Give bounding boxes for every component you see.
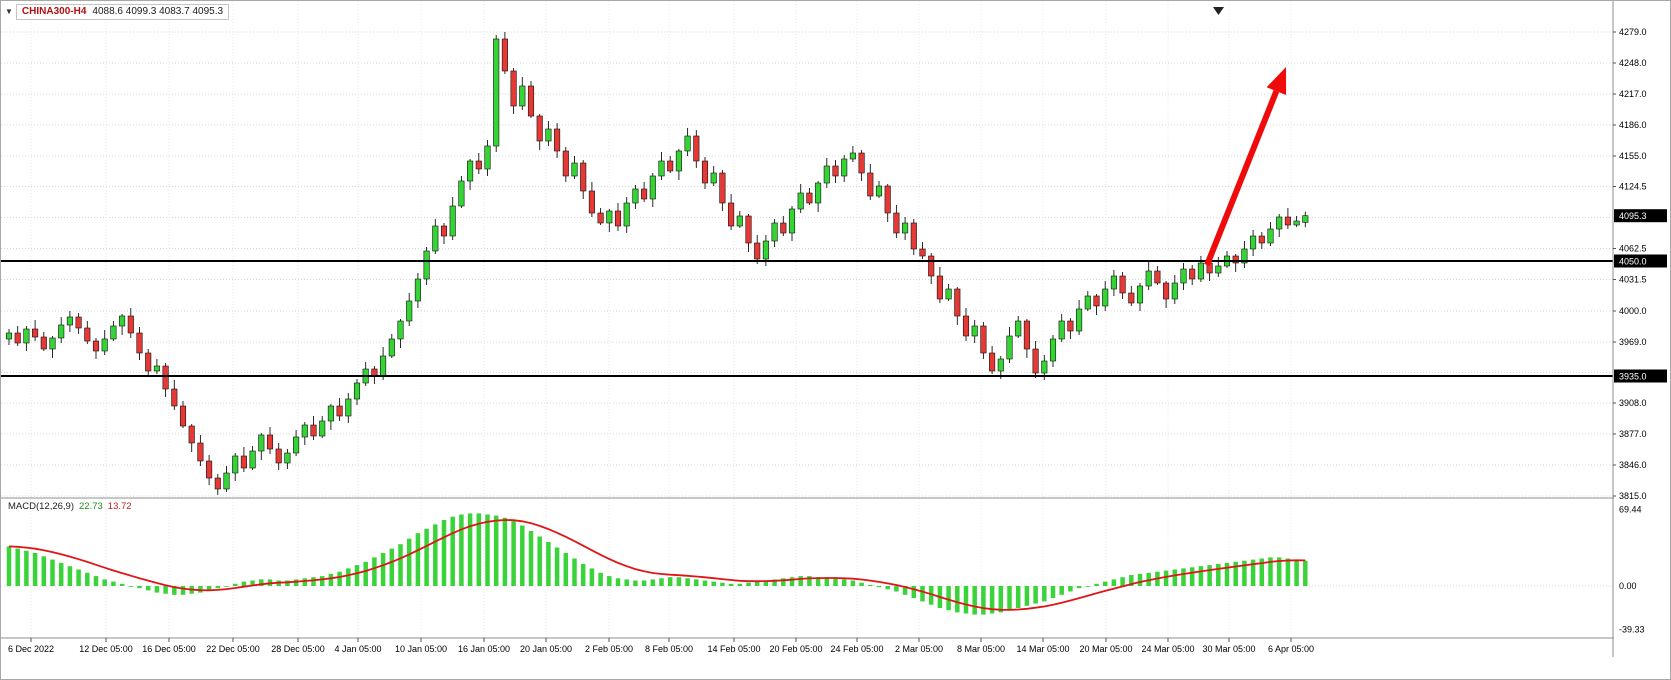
price-axis[interactable]: 4279.0 4248.0 4217.0 4186.0 4155.0 4124.5 4062…: [1613, 27, 1647, 634]
time-axis-label: 8 Mar 05:00: [957, 644, 1005, 654]
price-axis-label: 4000.0: [1619, 306, 1647, 316]
price-axis-bg: [1614, 1, 1670, 657]
time-axis-label: 10 Jan 05:00: [395, 644, 447, 654]
price-gridlines: [1, 31, 1613, 497]
time-axis-label: 2 Mar 05:00: [895, 644, 943, 654]
price-axis-label: 4031.5: [1619, 275, 1647, 285]
candles: [5, 32, 1309, 495]
macd-axis-label: -39.33: [1619, 624, 1645, 634]
price-axis-label: 3969.0: [1619, 337, 1647, 347]
price-axis-label: 4217.0: [1619, 89, 1647, 99]
chart-shift-marker-icon[interactable]: [1213, 7, 1224, 15]
time-axis-label: 24 Feb 05:00: [830, 644, 883, 654]
svg-text:4095.3: 4095.3: [1619, 211, 1647, 221]
time-axis-label: 14 Mar 05:00: [1016, 644, 1069, 654]
time-axis-label: 6 Dec 2022: [8, 644, 54, 654]
macd-axis-label: 0.00: [1619, 581, 1637, 591]
resistance-line-tag: 4050.0: [1614, 254, 1667, 268]
time-axis-label: 4 Jan 05:00: [334, 644, 381, 654]
one-click-expand-icon[interactable]: ▼: [5, 7, 13, 16]
symbol-label: CHINA300-H4: [21, 6, 87, 17]
time-axis-label: 14 Feb 05:00: [707, 644, 760, 654]
time-gridlines: [30, 1, 1292, 638]
price-axis-label: 3908.0: [1619, 398, 1647, 408]
time-axis-label: 20 Feb 05:00: [769, 644, 822, 654]
macd-title: MACD(12,26,9): [8, 501, 74, 512]
time-axis-label: 12 Dec 05:00: [79, 644, 133, 654]
time-axis[interactable]: 6 Dec 2022 12 Dec 05:00 16 Dec 05:00 22 Dec…: [8, 638, 1314, 654]
svg-text:3935.0: 3935.0: [1619, 372, 1647, 382]
time-axis-label: 6 Apr 05:00: [1268, 644, 1314, 654]
symbol-info-box: CHINA300-H4 4088.6 4099.3 4083.7 4095.3: [15, 4, 230, 20]
price-axis-label: 4155.0: [1619, 151, 1647, 161]
price-axis-label: 4248.0: [1619, 58, 1647, 68]
time-axis-label: 8 Feb 05:00: [645, 644, 693, 654]
macd-value-signal: 13.72: [107, 501, 132, 512]
macd-value-main: 22.73: [79, 501, 103, 512]
price-axis-label: 4186.0: [1619, 120, 1647, 130]
price-axis-label: 3846.0: [1619, 460, 1647, 470]
price-axis-label: 3815.0: [1619, 491, 1647, 501]
chart-header: ▼ CHINA300-H4 4088.6 4099.3 4083.7 4095.3: [5, 4, 230, 20]
time-axis-label: 2 Feb 05:00: [585, 644, 633, 654]
macd-indicator-label: MACD(12,26,9) 22.73 13.72: [8, 501, 132, 512]
price-axis-label: 4124.5: [1619, 182, 1647, 192]
panel-separators: [1, 497, 1670, 639]
time-axis-label: 20 Mar 05:00: [1079, 644, 1132, 654]
price-axis-label: 4279.0: [1619, 27, 1647, 37]
ohlc-values: 4088.6 4099.3 4083.7 4095.3: [92, 6, 224, 17]
macd-histogram: [6, 513, 1308, 615]
time-axis-label: 20 Jan 05:00: [520, 644, 572, 654]
macd-signal-line: [8, 519, 1306, 611]
macd-axis-label: 69.44: [1619, 505, 1642, 515]
price-axis-label: 3877.0: [1619, 429, 1647, 439]
price-axis-label: 4062.5: [1619, 244, 1647, 254]
time-axis-label: 28 Dec 05:00: [271, 644, 325, 654]
svg-text:4050.0: 4050.0: [1619, 257, 1647, 267]
current-price-tag: 4095.3: [1614, 209, 1667, 223]
support-line-tag: 3935.0: [1614, 369, 1667, 383]
time-axis-label: 24 Mar 05:00: [1141, 644, 1194, 654]
time-axis-label: 16 Jan 05:00: [458, 644, 510, 654]
time-axis-label: 22 Dec 05:00: [206, 644, 260, 654]
time-axis-label: 30 Mar 05:00: [1202, 644, 1255, 654]
time-axis-label: 16 Dec 05:00: [142, 644, 196, 654]
trend-arrow[interactable]: [1204, 67, 1287, 267]
